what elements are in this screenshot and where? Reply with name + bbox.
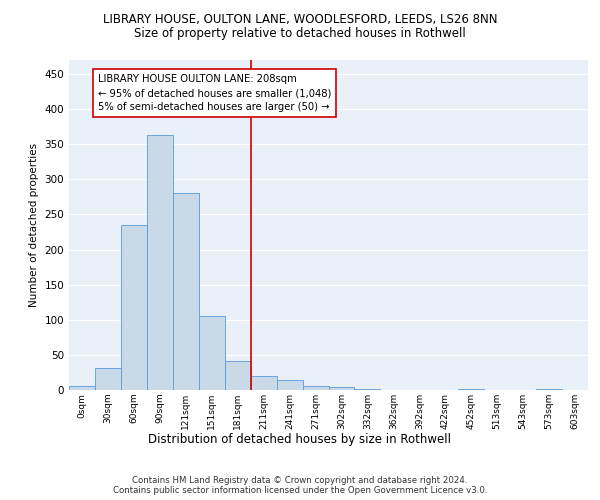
Bar xyxy=(69,386,95,390)
Text: Size of property relative to detached houses in Rothwell: Size of property relative to detached ho… xyxy=(134,28,466,40)
Bar xyxy=(251,376,277,390)
Text: LIBRARY HOUSE, OULTON LANE, WOODLESFORD, LEEDS, LS26 8NN: LIBRARY HOUSE, OULTON LANE, WOODLESFORD,… xyxy=(103,12,497,26)
Text: Contains HM Land Registry data © Crown copyright and database right 2024.
Contai: Contains HM Land Registry data © Crown c… xyxy=(113,476,487,495)
Text: LIBRARY HOUSE OULTON LANE: 208sqm
← 95% of detached houses are smaller (1,048)
5: LIBRARY HOUSE OULTON LANE: 208sqm ← 95% … xyxy=(98,74,331,112)
Bar xyxy=(329,387,355,390)
Text: Distribution of detached houses by size in Rothwell: Distribution of detached houses by size … xyxy=(149,432,452,446)
Bar xyxy=(225,361,251,390)
Bar xyxy=(302,386,329,390)
Y-axis label: Number of detached properties: Number of detached properties xyxy=(29,143,39,307)
Bar xyxy=(147,135,173,390)
Bar xyxy=(95,368,121,390)
Bar xyxy=(277,380,302,390)
Bar xyxy=(199,316,224,390)
Bar xyxy=(121,225,147,390)
Bar xyxy=(173,194,199,390)
